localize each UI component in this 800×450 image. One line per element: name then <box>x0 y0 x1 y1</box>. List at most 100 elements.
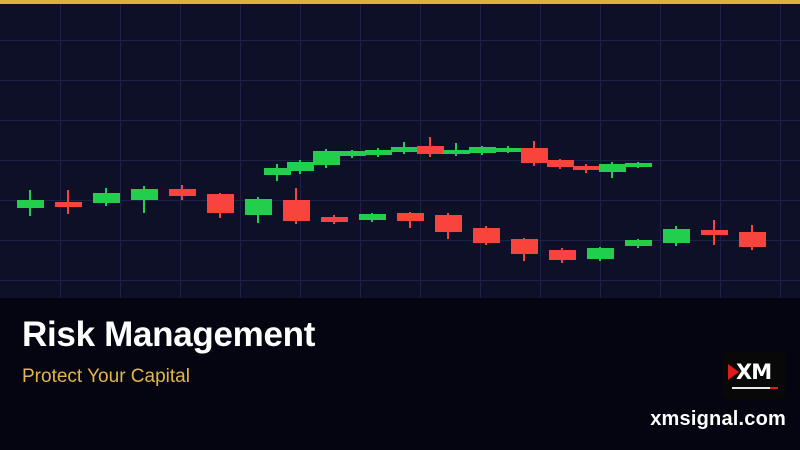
candlestick-body <box>206 194 234 213</box>
gridline-horizontal <box>0 280 800 281</box>
candlestick-body <box>510 239 538 254</box>
candlestick-body <box>320 217 348 222</box>
candlestick <box>700 220 728 245</box>
candlestick <box>548 248 576 263</box>
candlestick <box>520 141 548 166</box>
logo-underline-accent <box>770 387 778 389</box>
page-subtitle: Protect Your Capital <box>22 366 190 387</box>
candlestick <box>364 148 392 157</box>
gridline-vertical <box>60 0 61 298</box>
candlestick <box>546 159 574 169</box>
candlestick-body <box>92 193 120 203</box>
candlestick-body <box>662 229 690 243</box>
gridline-vertical <box>720 0 721 298</box>
candlestick-body <box>624 163 652 167</box>
candlestick-body <box>434 215 462 232</box>
candlestick-wick <box>455 143 457 156</box>
candlestick <box>390 142 418 154</box>
gridline-horizontal <box>0 240 800 241</box>
xm-logo: XM <box>723 351 786 399</box>
candlestick-body <box>624 240 652 246</box>
site-url: xmsignal.com <box>650 408 786 430</box>
candlestick <box>624 162 652 168</box>
candlestick-body <box>546 160 574 167</box>
candlestick <box>206 193 234 218</box>
gridline-vertical <box>240 0 241 298</box>
candlestick <box>396 212 424 228</box>
candlestick <box>358 213 386 222</box>
candlestick-body <box>390 147 418 152</box>
gridline-vertical <box>780 0 781 298</box>
candlestick-body <box>396 213 424 221</box>
gridline-horizontal <box>0 80 800 81</box>
candlestick <box>510 238 538 261</box>
triangle-icon <box>728 364 739 380</box>
candlestick-chart-panel <box>0 0 800 298</box>
gridline-vertical <box>180 0 181 298</box>
candlestick-body <box>130 189 158 200</box>
candlestick <box>662 226 690 246</box>
candlestick-body <box>416 146 444 154</box>
candlestick-body <box>312 151 340 165</box>
candlestick <box>338 150 366 158</box>
candlestick-body <box>442 150 470 154</box>
candlestick <box>598 162 626 178</box>
candlestick-body <box>364 150 392 155</box>
candlestick-body <box>700 230 728 235</box>
candlestick <box>263 164 291 181</box>
candlestick-body <box>586 248 614 259</box>
gridline-vertical <box>660 0 661 298</box>
candlestick-body <box>358 214 386 220</box>
candlestick-body <box>572 166 600 170</box>
candlestick <box>92 188 120 206</box>
candlestick <box>54 190 82 214</box>
gridline-vertical <box>120 0 121 298</box>
candlestick <box>442 143 470 156</box>
gridline-vertical <box>300 0 301 298</box>
logo-underline-primary <box>732 387 770 389</box>
candlestick <box>130 186 158 213</box>
candlestick <box>286 160 314 174</box>
candlestick <box>586 247 614 261</box>
candlestick <box>738 225 766 250</box>
candlestick <box>416 137 444 157</box>
candlestick <box>472 226 500 245</box>
candlestick-body <box>472 228 500 243</box>
candlestick <box>320 215 348 224</box>
candlestick <box>468 146 496 155</box>
candlestick-body <box>548 250 576 260</box>
logo-wordmark: XM <box>736 360 772 384</box>
caption-panel: Risk Management Protect Your Capital <box>0 298 800 450</box>
candlestick <box>16 190 44 216</box>
candlestick <box>244 197 272 223</box>
gridline-horizontal <box>0 160 800 161</box>
candlestick <box>494 146 522 153</box>
candlestick <box>434 213 462 239</box>
candlestick <box>168 185 196 200</box>
candlestick-body <box>286 162 314 171</box>
candlestick-body <box>338 151 366 156</box>
candlestick-series-container <box>16 137 766 263</box>
candlestick-body <box>494 148 522 152</box>
candlestick-body <box>520 148 548 163</box>
candlestick <box>624 239 652 248</box>
candlestick <box>282 188 310 224</box>
candlestick-body <box>244 199 272 215</box>
page-title: Risk Management <box>22 315 316 354</box>
candlestick-body <box>168 189 196 196</box>
candlestick-body <box>263 168 291 175</box>
gridline-vertical <box>360 0 361 298</box>
top-accent-bar <box>0 0 800 4</box>
candlestick-body <box>54 202 82 207</box>
candlestick <box>572 164 600 173</box>
candlestick-body <box>282 200 310 221</box>
candlestick-body <box>738 232 766 247</box>
candlestick <box>312 149 340 168</box>
gridline-horizontal <box>0 120 800 121</box>
gridline-horizontal <box>0 200 800 201</box>
candlestick-body <box>468 147 496 153</box>
gridline-horizontal <box>0 40 800 41</box>
gridline-vertical <box>600 0 601 298</box>
candlestick-body <box>598 164 626 172</box>
